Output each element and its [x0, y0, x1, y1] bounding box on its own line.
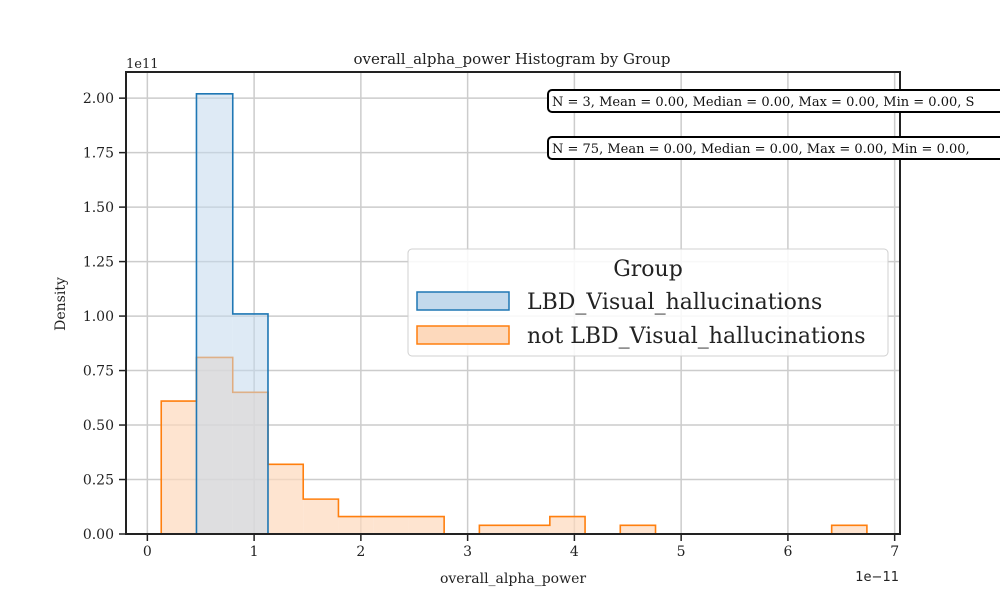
plot-frame: [125, 71, 901, 535]
y-axis-offset-label: 1e11: [126, 57, 159, 72]
y-tick-label: 0.00: [83, 527, 114, 543]
histogram-bar: [373, 516, 409, 534]
x-tick-label: 0: [143, 544, 152, 560]
histogram-step-outline: [195, 92, 269, 534]
x-tick-label: 4: [570, 544, 579, 560]
y-tick-label: 1.50: [83, 200, 114, 216]
stats-annotation-text: N = 75, Mean = 0.00, Median = 0.00, Max …: [552, 142, 970, 157]
chart-title: overall_alpha_power Histogram by Group: [354, 50, 671, 68]
x-tick-label: 6: [783, 544, 792, 560]
histogram-bar: [408, 516, 445, 534]
legend-box: [407, 248, 889, 357]
histogram-bar: [620, 525, 656, 534]
x-tick-label: 1: [250, 544, 259, 560]
y-axis-ticks: 0.00 0.25 0.50 0.75 1.00 1.25 1.50 1.75 2.00: [83, 91, 126, 543]
legend-title: Group: [613, 257, 683, 282]
y-tick-label: 2.00: [83, 91, 114, 107]
x-axis-offset-label: 1e−11: [855, 570, 899, 585]
histogram-bar: [303, 499, 339, 534]
x-tick-label: 3: [463, 544, 472, 560]
histogram-bar: [161, 401, 197, 534]
y-tick-label: 0.25: [83, 473, 114, 489]
legend-label-lbd: LBD_Visual_hallucinations: [527, 290, 822, 315]
y-tick-label: 0.75: [83, 364, 114, 380]
series-lbd: [195, 92, 269, 534]
stats-annotation-2: N = 75, Mean = 0.00, Median = 0.00, Max …: [547, 136, 1000, 160]
histogram-bar: [196, 93, 233, 534]
y-tick-label: 1.75: [83, 146, 114, 162]
stats-annotation-1: N = 3, Mean = 0.00, Median = 0.00, Max =…: [547, 89, 1000, 113]
x-axis-ticks: 0 1 2 3 4 5 6 7: [143, 534, 899, 560]
y-tick-label: 0.50: [83, 418, 114, 434]
x-tick-label: 7: [890, 544, 899, 560]
histogram-bar: [267, 464, 304, 534]
histogram-bar: [338, 516, 374, 534]
legend-swatch-lbd: [416, 291, 510, 311]
legend-swatch-not-lbd: [416, 325, 510, 345]
stats-annotation-box: [547, 89, 1000, 113]
y-axis-label: Density: [53, 277, 69, 331]
x-tick-label: 2: [356, 544, 365, 560]
histogram-bar: [514, 525, 550, 534]
histogram-bar: [479, 525, 515, 534]
histogram-bar: [831, 525, 867, 534]
y-tick-label: 1.00: [83, 309, 114, 325]
stats-annotation-text: N = 3, Mean = 0.00, Median = 0.00, Max =…: [552, 95, 974, 110]
y-tick-label: 1.25: [83, 255, 114, 271]
stats-annotation-box: [547, 136, 1000, 160]
legend: Group LBD_Visual_hallucinations not LBD_…: [407, 248, 889, 357]
histogram-bar: [549, 516, 586, 534]
legend-label-not-lbd: not LBD_Visual_hallucinations: [527, 324, 866, 349]
histogram-bar: [232, 313, 268, 534]
x-tick-label: 5: [677, 544, 686, 560]
x-axis-label: overall_alpha_power: [440, 571, 586, 587]
